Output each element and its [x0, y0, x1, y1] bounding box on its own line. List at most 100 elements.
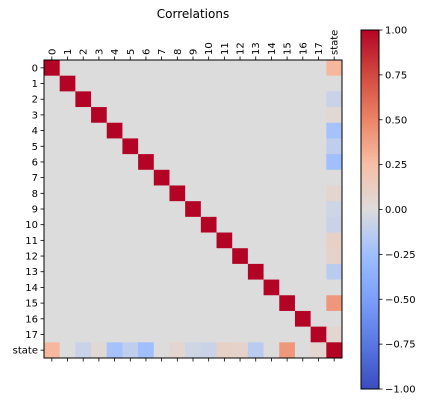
heatmap-cell: [59, 310, 76, 328]
heatmap-cell: [122, 279, 139, 296]
heatmap-cell: [294, 232, 312, 249]
heatmap-cell: [44, 122, 61, 139]
heatmap-cell: [106, 232, 123, 249]
colorbar: [360, 29, 380, 390]
heatmap-cell: [59, 154, 76, 171]
heatmap-cell: [310, 248, 327, 265]
heatmap-cell: [263, 248, 280, 265]
heatmap-cell: [216, 201, 233, 218]
heatmap-cell: [91, 107, 108, 124]
heatmap-cell: [169, 310, 186, 328]
heatmap-cell: [326, 122, 343, 139]
y-tick-label: 16: [25, 314, 38, 325]
heatmap-cell: [294, 154, 312, 171]
heatmap-cell: [59, 295, 76, 312]
heatmap-cell: [44, 154, 61, 171]
heatmap-cell: [59, 169, 76, 186]
heatmap-cell: [200, 295, 217, 312]
heatmap-cell: [326, 201, 343, 218]
heatmap-cell: [279, 326, 296, 343]
heatmap-cell: [232, 154, 249, 171]
heatmap-cell: [122, 185, 139, 202]
heatmap-cell: [122, 232, 139, 249]
y-tick-label: 3: [32, 110, 38, 121]
heatmap-cell: [232, 91, 249, 108]
heatmap-cell: [200, 279, 217, 296]
heatmap-cell: [75, 107, 92, 124]
heatmap-cell: [169, 263, 186, 280]
heatmap-cell: [200, 75, 217, 92]
heatmap-cell: [247, 248, 264, 265]
heatmap-cell: [263, 310, 280, 328]
heatmap-cell: [75, 75, 92, 92]
heatmap-cell: [232, 326, 249, 343]
y-tick-label: 17: [25, 330, 38, 341]
heatmap-cell: [169, 295, 186, 312]
heatmap-cell: [247, 75, 264, 92]
x-tick-label: 11: [220, 42, 231, 55]
heatmap-cell: [279, 248, 296, 265]
heatmap-cell: [44, 75, 61, 92]
heatmap-cell: [216, 75, 233, 92]
heatmap-cell: [294, 107, 312, 124]
heatmap-cell: [247, 60, 264, 77]
heatmap-cell: [263, 154, 280, 171]
heatmap-cell: [169, 60, 186, 77]
heatmap-cell: [216, 342, 233, 359]
heatmap-cell: [200, 232, 217, 249]
heatmap-cell: [185, 201, 202, 218]
y-tick-label: 15: [25, 299, 38, 310]
heatmap-cell: [91, 342, 108, 359]
heatmap-cell: [232, 310, 249, 328]
heatmap-cell: [106, 91, 123, 108]
heatmap-cell: [185, 295, 202, 312]
x-tick-label: 3: [94, 49, 105, 55]
heatmap-cell: [200, 185, 217, 202]
x-tick-label: 9: [189, 49, 200, 55]
heatmap-cell: [153, 138, 170, 155]
heatmap-cell: [216, 326, 233, 343]
heatmap-cell: [91, 216, 108, 233]
heatmap-cell: [247, 295, 264, 312]
heatmap-cell: [247, 279, 264, 296]
heatmap-cell: [294, 342, 312, 359]
heatmap-cell: [216, 169, 233, 186]
heatmap-cell: [44, 216, 61, 233]
heatmap-cell: [279, 75, 296, 92]
y-tick-label: state: [13, 346, 38, 357]
heatmap-cell: [216, 60, 233, 77]
heatmap-cell: [106, 248, 123, 265]
heatmap-cell: [122, 295, 139, 312]
heatmap-cell: [75, 216, 92, 233]
heatmap-cell: [91, 169, 108, 186]
heatmap-cell: [216, 185, 233, 202]
heatmap-cell: [138, 232, 155, 249]
heatmap-cell: [106, 138, 123, 155]
heatmap-cell: [310, 169, 327, 186]
heatmap-cell: [75, 185, 92, 202]
heatmap-cell: [326, 107, 343, 124]
heatmap-cell: [294, 201, 312, 218]
heatmap-cell: [185, 263, 202, 280]
x-tick-label: 6: [141, 49, 152, 55]
heatmap-cell: [59, 107, 76, 124]
colorbar-tick-label: 1.00: [385, 26, 407, 37]
heatmap-cell: [106, 216, 123, 233]
heatmap-cell: [138, 138, 155, 155]
x-tick-label: 7: [157, 49, 168, 55]
heatmap-cell: [232, 122, 249, 139]
heatmap-cell: [216, 122, 233, 139]
x-tick-label: 8: [173, 49, 184, 55]
heatmap-cell: [59, 122, 76, 139]
heatmap-cell: [122, 75, 139, 92]
heatmap-cell: [326, 75, 343, 92]
heatmap-cell: [185, 138, 202, 155]
heatmap-cell: [185, 342, 202, 359]
heatmap-cell: [279, 122, 296, 139]
heatmap-cell: [263, 169, 280, 186]
heatmap-cell: [310, 326, 327, 343]
heatmap-cell: [185, 154, 202, 171]
chart-title: Correlations: [157, 7, 229, 21]
heatmap-cell: [138, 107, 155, 124]
